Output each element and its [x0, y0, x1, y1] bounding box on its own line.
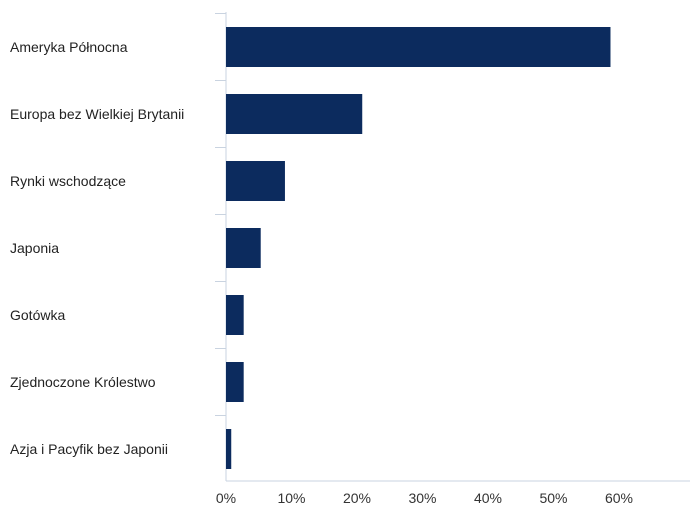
bar: [226, 94, 363, 134]
bar: [226, 161, 285, 201]
bar: [226, 429, 232, 469]
x-tick-label: 10%: [277, 490, 305, 506]
x-tick-label: 50%: [539, 490, 567, 506]
category-label: Japonia: [10, 240, 59, 256]
bar: [226, 295, 244, 335]
bar: [226, 362, 244, 402]
x-tick-label: 20%: [343, 490, 371, 506]
x-tick-label: 30%: [408, 490, 436, 506]
category-label: Ameryka Północna: [10, 39, 128, 55]
x-tick-label: 40%: [474, 490, 502, 506]
x-tick-label: 0%: [216, 490, 236, 506]
bar: [226, 27, 611, 67]
category-label: Europa bez Wielkiej Brytanii: [10, 106, 184, 122]
category-label: Azja i Pacyfik bez Japonii: [10, 441, 168, 457]
x-tick-label: 60%: [605, 490, 633, 506]
bar: [226, 228, 261, 268]
category-label: Rynki wschodzące: [10, 173, 126, 189]
category-label: Gotówka: [10, 307, 65, 323]
category-label: Zjednoczone Królestwo: [10, 374, 156, 390]
